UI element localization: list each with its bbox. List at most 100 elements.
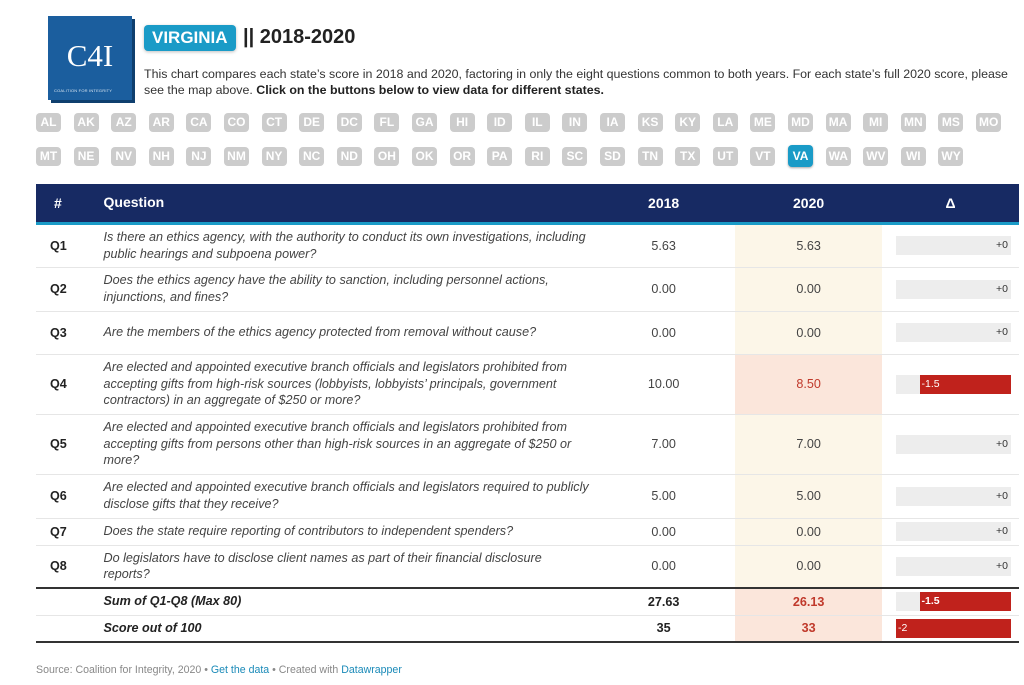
state-button-ma[interactable]: MA (825, 113, 851, 132)
state-button-tn[interactable]: TN (637, 147, 663, 166)
state-button-vt[interactable]: VT (750, 147, 776, 166)
state-button-tx[interactable]: TX (675, 147, 701, 166)
intro-text: This chart compares each state’s score i… (144, 66, 1024, 98)
score-2018: 0.00 (592, 311, 736, 355)
state-button-pa[interactable]: PA (487, 147, 513, 166)
state-button-md[interactable]: MD (788, 113, 813, 132)
state-button-ok[interactable]: OK (412, 147, 437, 166)
delta-cell: +0 (882, 311, 1019, 355)
state-button-oh[interactable]: OH (374, 147, 400, 166)
question-text: Do legislators have to disclose client n… (100, 545, 593, 589)
state-button-ga[interactable]: GA (412, 113, 437, 132)
table-row: Q6 Are elected and appointed executive br… (36, 474, 1019, 519)
state-button-ut[interactable]: UT (712, 147, 738, 166)
state-button-ks[interactable]: KS (637, 113, 663, 132)
table-row: Q3 Are the members of the ethics agency p… (36, 311, 1019, 355)
score-row-2018: 35 (592, 615, 736, 643)
delta-bar: -1.5 (896, 592, 1012, 612)
datawrapper-link[interactable]: Datawrapper (341, 664, 402, 676)
score-2018: 10.00 (592, 354, 736, 415)
state-button-dc[interactable]: DC (336, 113, 362, 132)
state-button-il[interactable]: IL (524, 113, 550, 132)
col-header-2018[interactable]: 2018 (592, 184, 736, 225)
sum-row-label: Sum of Q1-Q8 (Max 80) (100, 587, 593, 616)
state-button-nc[interactable]: NC (299, 147, 325, 166)
question-text: Are elected and appointed executive bran… (100, 354, 593, 415)
table-row: Q8 Do legislators have to disclose client… (36, 545, 1019, 589)
col-header-delta[interactable]: Δ (882, 184, 1019, 225)
state-button-id[interactable]: ID (487, 113, 513, 132)
question-text: Are elected and appointed executive bran… (100, 414, 593, 475)
state-button-ri[interactable]: RI (524, 147, 550, 166)
state-button-mi[interactable]: MI (863, 113, 889, 132)
state-button-nj[interactable]: NJ (186, 147, 212, 166)
state-button-wi[interactable]: WI (900, 147, 926, 166)
state-button-ca[interactable]: CA (186, 113, 212, 132)
state-button-me[interactable]: ME (750, 113, 776, 132)
score-2018: 0.00 (592, 545, 736, 589)
delta-cell: -1.5 (882, 587, 1019, 616)
delta-bar: -2 (896, 618, 1012, 638)
c4i-logo: C4I COALITION FOR INTEGRITY (48, 16, 132, 100)
state-button-nd[interactable]: ND (336, 147, 362, 166)
state-button-ky[interactable]: KY (675, 113, 701, 132)
state-button-mn[interactable]: MN (900, 113, 926, 132)
state-button-co[interactable]: CO (224, 113, 249, 132)
state-button-nh[interactable]: NH (148, 147, 174, 166)
state-button-va[interactable]: VA (788, 145, 813, 167)
state-button-ne[interactable]: NE (73, 147, 99, 166)
state-button-wv[interactable]: WV (863, 147, 889, 166)
state-button-mo[interactable]: MO (976, 113, 1001, 132)
delta-bar: -1.5 (896, 374, 1012, 394)
get-data-link[interactable]: Get the data (210, 664, 270, 676)
col-header-number[interactable]: # (36, 184, 101, 225)
table-row: Q2 Does the ethics agency have the abilit… (36, 267, 1019, 312)
col-header-question[interactable]: Question (100, 184, 593, 225)
state-button-sc[interactable]: SC (562, 147, 588, 166)
chart-title-years: || 2018-2020 (243, 26, 356, 48)
source-text: Source: Coalition for Integrity, 2020 • (36, 664, 211, 676)
empty-cell (36, 587, 101, 616)
question-text: Does the ethics agency have the ability … (100, 267, 593, 312)
state-buttons-row-2: MT NE NV NH NJ NM NY NC ND OH OK OR PA RI SC SD TN TX UT VT… (36, 145, 1006, 167)
delta-bar: +0 (896, 279, 1012, 299)
question-number: Q3 (36, 311, 101, 355)
state-button-de[interactable]: DE (299, 113, 325, 132)
state-buttons-row-1: AL AK AZ AR CA CO CT DE DC FL GA HI ID IL IN IA KS KY LA ME… (36, 113, 1006, 133)
state-button-nm[interactable]: NM (224, 147, 249, 166)
state-button-sd[interactable]: SD (600, 147, 625, 166)
state-button-ak[interactable]: AK (73, 113, 99, 132)
delta-label: -1.5 (921, 595, 940, 608)
col-header-2020[interactable]: 2020 (735, 184, 883, 225)
table-row: Q5 Are elected and appointed executive br… (36, 414, 1019, 475)
state-button-nv[interactable]: NV (111, 147, 137, 166)
state-button-ar[interactable]: AR (148, 113, 174, 132)
state-title-badge: VIRGINIA (144, 25, 236, 51)
question-number: Q2 (36, 267, 101, 312)
delta-cell: -2 (882, 615, 1019, 643)
score-2020: 5.00 (735, 474, 883, 519)
state-button-az[interactable]: AZ (111, 113, 137, 132)
state-button-in[interactable]: IN (562, 113, 588, 132)
state-button-la[interactable]: LA (712, 113, 738, 132)
state-button-wy[interactable]: WY (938, 147, 964, 166)
delta-label: -1.5 (921, 377, 940, 390)
state-button-ia[interactable]: IA (600, 113, 625, 132)
state-button-ms[interactable]: MS (938, 113, 964, 132)
intro-plain: This chart compares each state’s score i… (144, 67, 1008, 97)
state-button-or[interactable]: OR (449, 147, 475, 166)
table-header-row: # Question 2018 2020 Δ (36, 184, 1019, 225)
state-button-ct[interactable]: CT (261, 113, 287, 132)
state-button-mt[interactable]: MT (36, 147, 61, 166)
score-table: # Question 2018 2020 Δ Q1 Is there an eth… (36, 184, 1019, 643)
delta-negative-fill: -1.5 (919, 374, 1012, 394)
state-button-ny[interactable]: NY (261, 147, 287, 166)
delta-cell: +0 (882, 414, 1019, 475)
state-button-hi[interactable]: HI (449, 113, 475, 132)
state-button-fl[interactable]: FL (374, 113, 400, 132)
state-button-al[interactable]: AL (36, 113, 61, 132)
state-button-wa[interactable]: WA (825, 147, 851, 166)
delta-label: +0 (996, 437, 1009, 450)
delta-label: +0 (996, 282, 1009, 295)
score-2020: 0.00 (735, 518, 883, 546)
